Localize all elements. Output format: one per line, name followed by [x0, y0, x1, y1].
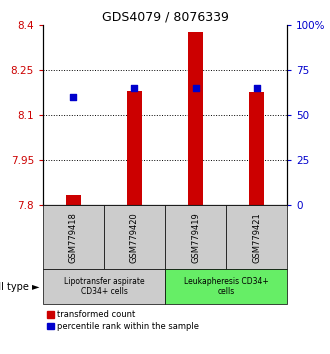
Point [254, 85, 259, 91]
Legend: transformed count, percentile rank within the sample: transformed count, percentile rank withi… [47, 310, 199, 331]
Text: Lipotransfer aspirate
CD34+ cells: Lipotransfer aspirate CD34+ cells [64, 277, 144, 296]
Point [193, 85, 198, 91]
Point [132, 85, 137, 91]
Text: GSM779418: GSM779418 [69, 212, 78, 263]
Bar [188, 32, 203, 205]
Bar [249, 92, 264, 205]
Text: GSM779420: GSM779420 [130, 212, 139, 263]
Text: cell type ►: cell type ► [0, 282, 40, 292]
Text: GSM779421: GSM779421 [252, 212, 261, 263]
Bar [66, 195, 81, 205]
Text: Leukapheresis CD34+
cells: Leukapheresis CD34+ cells [184, 277, 268, 296]
Bar [127, 91, 142, 205]
Text: GSM779419: GSM779419 [191, 212, 200, 263]
Point [71, 94, 76, 100]
Title: GDS4079 / 8076339: GDS4079 / 8076339 [102, 11, 228, 24]
